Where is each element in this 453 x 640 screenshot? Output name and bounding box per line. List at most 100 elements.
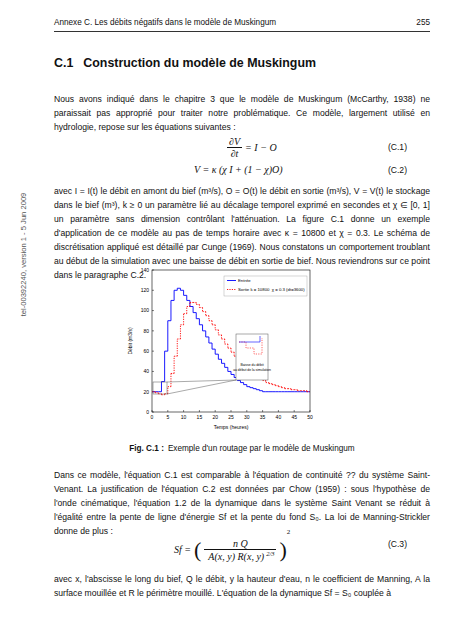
step	[209, 343, 212, 344]
step	[307, 391, 310, 392]
step	[152, 391, 155, 392]
step-riser	[174, 290, 175, 300]
legend-swatch	[227, 280, 236, 281]
y-tick	[152, 412, 154, 413]
step	[152, 391, 155, 392]
zoom-connector	[167, 380, 236, 394]
step	[218, 359, 221, 360]
step	[203, 330, 206, 331]
step	[244, 384, 247, 385]
y-axis-label: Débit (m3/s)	[127, 327, 133, 355]
step	[275, 385, 278, 386]
step-riser	[231, 371, 232, 374]
header-rule	[54, 31, 430, 32]
step	[158, 391, 161, 392]
exponent: 2	[287, 528, 291, 536]
step	[222, 338, 225, 339]
step	[206, 315, 209, 316]
step	[155, 392, 158, 393]
step-riser	[186, 307, 187, 314]
step	[187, 306, 190, 307]
y-tick	[152, 371, 154, 372]
step	[266, 382, 269, 383]
step	[285, 388, 288, 389]
step	[180, 290, 183, 291]
page-number: 255	[416, 18, 430, 27]
step	[199, 307, 202, 308]
legend-label: Sortie k = 10800 χ = 0.3 (dt=3600)	[238, 287, 305, 292]
step-riser	[189, 302, 190, 306]
x-tick-label: 0	[151, 414, 154, 420]
denominator: ∂t	[227, 148, 242, 159]
step	[177, 288, 180, 289]
lhs: Sf =	[174, 544, 191, 555]
y-tick-label: 140	[141, 267, 150, 273]
step	[291, 389, 294, 390]
section-number: C.1	[54, 56, 73, 70]
zoom-box	[153, 382, 167, 394]
inset-curve	[239, 336, 260, 342]
step-riser	[164, 351, 165, 381]
step	[250, 387, 253, 388]
step	[228, 348, 231, 349]
step	[272, 384, 275, 385]
step-riser	[170, 300, 171, 320]
inset-box	[236, 334, 268, 380]
step-riser	[202, 325, 203, 331]
step-riser	[199, 319, 200, 325]
step	[225, 367, 228, 368]
step-riser	[186, 295, 187, 300]
step	[240, 382, 243, 383]
step	[212, 349, 215, 350]
step	[174, 290, 177, 291]
caption-text: Exemple d'un routage par le modèle de Mu…	[168, 444, 355, 453]
step-riser	[224, 363, 225, 367]
plot-area	[152, 288, 310, 395]
step	[215, 329, 218, 330]
x-tick-label: 30	[244, 414, 250, 420]
x-tick-label: 20	[212, 414, 218, 420]
legend-swatch	[227, 289, 236, 290]
chart: 05101520253035404550020406080100120140Te…	[96, 266, 336, 438]
step	[206, 336, 209, 337]
x-tick-label: 35	[260, 414, 266, 420]
step	[256, 389, 259, 390]
denominator-exponent: 2/3	[266, 550, 274, 557]
step-riser	[167, 321, 168, 351]
step-riser	[193, 307, 194, 313]
step-riser	[212, 343, 213, 349]
step-riser	[218, 354, 219, 359]
paren: )	[279, 537, 286, 562]
numerator: n Q	[204, 538, 276, 550]
denominator: A(x, y) R(x, y)2/3	[204, 550, 276, 562]
legend-label: Entrée	[238, 278, 251, 283]
step-riser	[208, 337, 209, 343]
step	[294, 389, 297, 390]
equation-body: Sf =(n QA(x, y) R(x, y)2/3)2	[174, 528, 290, 563]
step	[187, 300, 190, 301]
y-tick	[152, 310, 154, 311]
y-tick-label: 120	[141, 287, 150, 293]
section-text: Construction du modèle de Muskingum	[83, 56, 316, 70]
step	[218, 334, 221, 335]
x-tick	[152, 410, 153, 412]
step	[269, 383, 272, 384]
x-tick	[262, 410, 263, 412]
step	[165, 351, 168, 352]
step	[196, 318, 199, 319]
x-tick	[231, 410, 232, 412]
step-riser	[161, 382, 162, 392]
x-tick	[278, 410, 279, 412]
paragraph: avec x, l'abscisse le long du bief, Q le…	[54, 572, 430, 600]
step-riser	[234, 374, 235, 377]
step-riser	[199, 304, 200, 307]
series-line	[152, 302, 310, 394]
y-tick-label: 80	[143, 328, 149, 334]
step	[193, 302, 196, 303]
series-line	[152, 288, 310, 391]
legend: Entrée Sortie k = 10800 χ = 0.3 (dt=3600)	[224, 276, 307, 296]
step	[199, 324, 202, 325]
numerator: ∂V	[227, 136, 242, 148]
step-riser	[205, 331, 206, 337]
step-riser	[231, 348, 232, 352]
